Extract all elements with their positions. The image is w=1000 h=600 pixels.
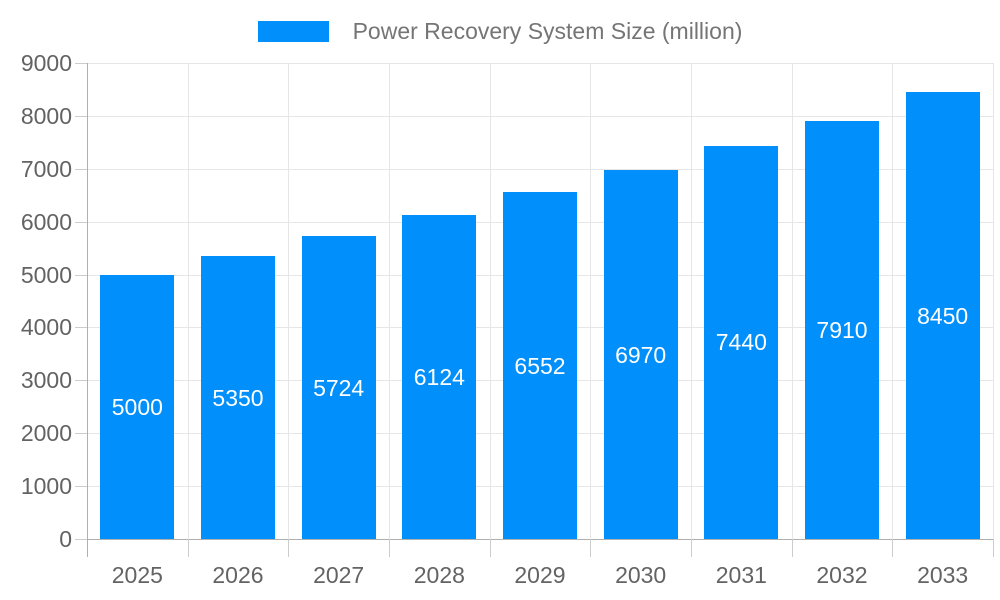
x-axis-baseline <box>87 539 993 540</box>
bar-value-label: 6124 <box>413 364 465 391</box>
bar-value-label: 7440 <box>715 329 767 356</box>
bar-2031 <box>704 145 779 539</box>
bar-2027 <box>301 236 376 539</box>
y-tick <box>75 221 87 223</box>
y-tick <box>75 380 87 382</box>
y-axis-line <box>87 63 88 557</box>
x-tick <box>993 539 994 557</box>
x-axis-label: 2033 <box>917 562 969 588</box>
gridline <box>87 168 993 170</box>
y-axis-label: 3000 <box>20 367 72 394</box>
y-tick <box>75 274 87 276</box>
x-tick <box>892 539 894 557</box>
x-axis-label: 2032 <box>816 562 868 588</box>
y-tick <box>75 327 87 329</box>
x-axis-label: 2027 <box>313 562 365 588</box>
legend-swatch <box>257 20 329 42</box>
x-axis-label: 2025 <box>111 562 163 588</box>
y-axis-label: 8000 <box>20 102 72 129</box>
bar-2029 <box>503 192 577 539</box>
y-tick <box>75 168 87 170</box>
y-axis-label: 5000 <box>20 261 72 288</box>
gridline <box>993 63 994 539</box>
x-tick <box>791 539 793 557</box>
bar-2026 <box>201 256 275 539</box>
x-tick <box>489 539 491 557</box>
x-axis-label: 2026 <box>212 562 264 588</box>
bar-value-label: 6552 <box>514 352 566 379</box>
gridline <box>489 63 491 539</box>
y-tick <box>75 115 87 117</box>
y-axis-label: 7000 <box>20 155 72 182</box>
gridline <box>590 63 592 539</box>
y-axis-label: 1000 <box>20 473 72 500</box>
y-axis-label: 4000 <box>20 314 72 341</box>
bar-value-label: 6970 <box>615 341 667 368</box>
x-tick <box>590 539 592 557</box>
x-axis-label: 2031 <box>715 562 767 588</box>
bar-2028 <box>402 215 477 539</box>
y-tick <box>75 63 87 64</box>
bar-2025 <box>100 274 175 539</box>
gridline <box>791 63 793 539</box>
bar-2030 <box>603 170 678 539</box>
y-axis-label: 0 <box>59 526 72 552</box>
gridline <box>691 63 692 539</box>
gridline <box>288 63 290 539</box>
x-tick <box>389 539 390 557</box>
x-tick <box>187 539 189 557</box>
x-axis-label: 2030 <box>615 562 667 588</box>
bar-2032 <box>805 120 879 539</box>
gridline <box>87 115 993 117</box>
gridline <box>187 63 189 539</box>
x-axis-label: 2028 <box>413 562 465 588</box>
bar-2033 <box>905 92 980 539</box>
bar-value-label: 5350 <box>212 384 264 411</box>
bar-value-label: 8450 <box>917 302 969 329</box>
x-tick <box>288 539 290 557</box>
y-axis-label: 9000 <box>20 50 72 76</box>
y-tick <box>75 486 87 488</box>
legend-label: Power Recovery System Size (million) <box>352 17 743 44</box>
legend: Power Recovery System Size (million) <box>0 18 1000 44</box>
y-axis-label: 2000 <box>20 420 72 447</box>
gridline <box>389 63 390 539</box>
y-tick <box>75 539 87 540</box>
gridline <box>892 63 894 539</box>
gridline <box>87 63 993 64</box>
y-tick <box>75 433 87 435</box>
bar-value-label: 5724 <box>313 374 365 401</box>
bar-value-label: 5000 <box>111 393 163 420</box>
bar-value-label: 7910 <box>816 316 868 343</box>
x-axis-label: 2029 <box>514 562 566 588</box>
x-tick <box>691 539 692 557</box>
y-axis-label: 6000 <box>20 208 72 235</box>
